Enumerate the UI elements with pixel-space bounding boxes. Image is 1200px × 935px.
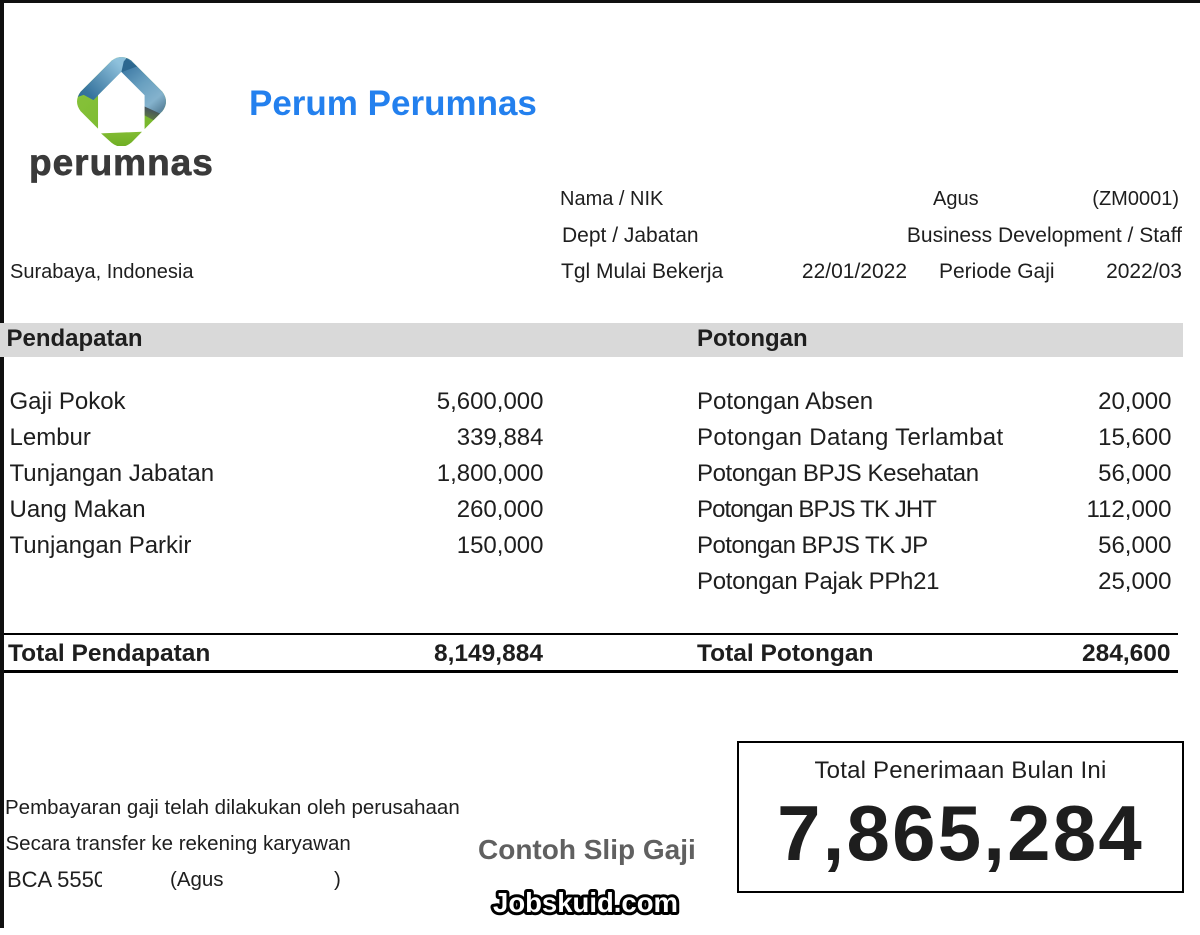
svg-text:Jobskuid.com: Jobskuid.com [493, 887, 678, 918]
